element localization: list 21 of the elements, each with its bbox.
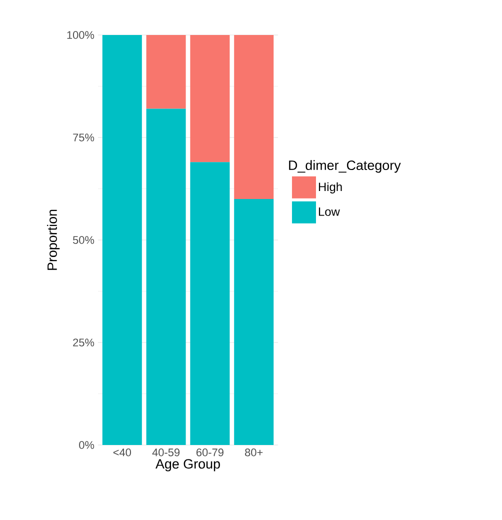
y-tick-label: 0% xyxy=(79,441,94,449)
bar xyxy=(190,162,230,445)
bar xyxy=(102,34,142,445)
bar xyxy=(146,34,186,109)
legend-title: D_dimer_Category xyxy=(289,160,401,173)
y-tick-label: 100% xyxy=(67,31,94,39)
x-tick-label: 40-59 xyxy=(152,448,180,456)
x-tick-label: 60-79 xyxy=(196,448,224,456)
y-tick-label: 50% xyxy=(72,236,94,244)
bar xyxy=(234,34,274,199)
x-tick-label: <40 xyxy=(113,448,131,456)
bar xyxy=(190,34,230,162)
legend-label: High xyxy=(318,182,342,194)
bar xyxy=(146,108,186,445)
y-axis-title: Proportion xyxy=(47,210,60,270)
y-tick-label: 25% xyxy=(73,338,94,346)
y-tick-label: 75% xyxy=(73,134,94,142)
bar xyxy=(234,198,274,445)
legend-label: Low xyxy=(318,208,340,216)
x-axis-title: Age Group xyxy=(156,459,220,472)
x-tick-label: 80+ xyxy=(245,448,263,456)
